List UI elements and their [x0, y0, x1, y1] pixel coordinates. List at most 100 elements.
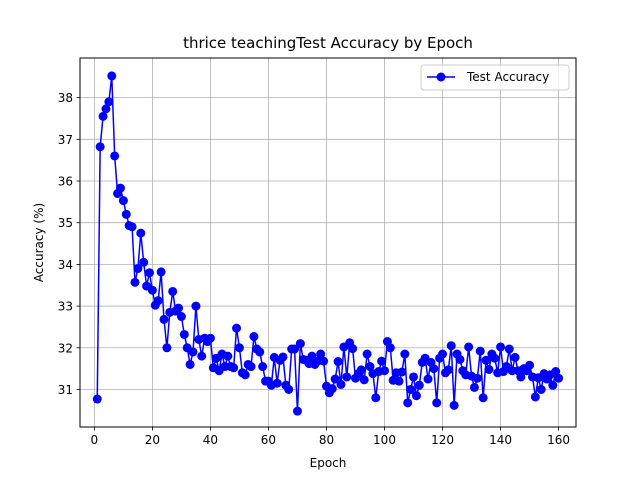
x-tick-label: 140 [489, 433, 512, 447]
x-tick-label: 40 [203, 433, 218, 447]
data-point [104, 97, 114, 107]
data-point [377, 356, 387, 366]
x-tick-label: 120 [431, 433, 454, 447]
y-tick-label: 35 [58, 216, 73, 230]
data-point [92, 394, 102, 404]
data-point [342, 372, 352, 382]
data-point [272, 378, 282, 388]
data-point [258, 362, 268, 372]
y-tick-label: 36 [58, 175, 73, 189]
data-point [319, 356, 329, 366]
y-tick-label: 38 [58, 91, 73, 105]
y-tick-label: 34 [58, 258, 73, 272]
legend-label-test-accuracy: Test Accuracy [466, 70, 549, 84]
data-point [478, 393, 488, 403]
data-point [278, 352, 288, 362]
series-test-accuracy [92, 71, 564, 416]
x-tick-label: 100 [373, 433, 396, 447]
data-point [348, 344, 358, 354]
data-point [530, 392, 540, 402]
y-axis-title: Accuracy (%) [32, 203, 46, 282]
data-point [438, 349, 448, 359]
y-tick-label: 37 [58, 133, 73, 147]
y-tick-label: 33 [58, 300, 73, 314]
data-point [191, 301, 201, 311]
data-point [255, 347, 265, 357]
y-tick-label: 32 [58, 341, 73, 355]
data-point [394, 376, 404, 386]
data-point [130, 277, 140, 287]
data-point [101, 104, 111, 114]
legend: Test Accuracy [420, 64, 570, 91]
data-point [554, 373, 564, 383]
x-axis-title: Epoch [310, 456, 347, 470]
data-point [380, 366, 390, 376]
data-point [516, 372, 526, 382]
data-point [333, 357, 343, 367]
data-point [95, 142, 105, 152]
data-point [362, 349, 372, 359]
data-point [159, 314, 169, 324]
data-point [397, 367, 407, 377]
data-point [484, 364, 494, 374]
data-point [249, 332, 259, 342]
x-tick-label: 0 [91, 433, 99, 447]
data-point [162, 343, 172, 353]
data-point [409, 372, 419, 382]
data-point [327, 384, 337, 394]
data-point [246, 362, 256, 372]
data-point [371, 393, 381, 403]
data-point [429, 364, 439, 374]
data-point [336, 379, 346, 389]
data-point [330, 374, 340, 384]
data-point [98, 111, 108, 121]
data-point [240, 370, 250, 380]
data-point [136, 228, 146, 238]
data-point [139, 257, 149, 267]
data-point [475, 346, 485, 356]
data-point [464, 342, 474, 352]
data-point [284, 384, 294, 394]
y-tick-label: 31 [58, 383, 73, 397]
data-point [455, 354, 465, 364]
data-point [153, 296, 163, 306]
data-point [525, 360, 535, 370]
data-point [115, 183, 125, 193]
data-point [121, 209, 131, 219]
data-point [359, 375, 369, 385]
data-point [197, 351, 207, 361]
x-tick-label: 80 [319, 433, 334, 447]
data-point [147, 285, 157, 295]
data-point [548, 380, 558, 390]
y-axis-ticks: 31 32 33 34 35 36 37 38 [58, 91, 80, 397]
data-point [229, 363, 239, 373]
data-point [406, 384, 416, 394]
data-point [188, 347, 198, 357]
data-point [423, 374, 433, 384]
data-point [490, 353, 500, 363]
data-point [290, 344, 300, 354]
plot-frame [79, 57, 577, 428]
data-point [432, 398, 442, 408]
data-point [133, 264, 143, 274]
data-point [469, 382, 479, 392]
data-point [414, 380, 424, 390]
data-point [496, 342, 506, 352]
data-point [536, 384, 546, 394]
x-tick-label: 160 [547, 433, 570, 447]
data-point [107, 71, 117, 81]
data-point [179, 329, 189, 339]
data-point [110, 151, 120, 161]
data-point [400, 349, 410, 359]
data-point [232, 323, 242, 333]
data-point [185, 359, 195, 369]
data-point [292, 406, 302, 416]
data-point [446, 341, 456, 351]
data-point [385, 343, 395, 353]
data-point [223, 351, 233, 361]
data-point [481, 355, 491, 365]
data-point [449, 400, 459, 410]
legend-marker-swatch [436, 72, 446, 82]
data-point [168, 286, 178, 296]
